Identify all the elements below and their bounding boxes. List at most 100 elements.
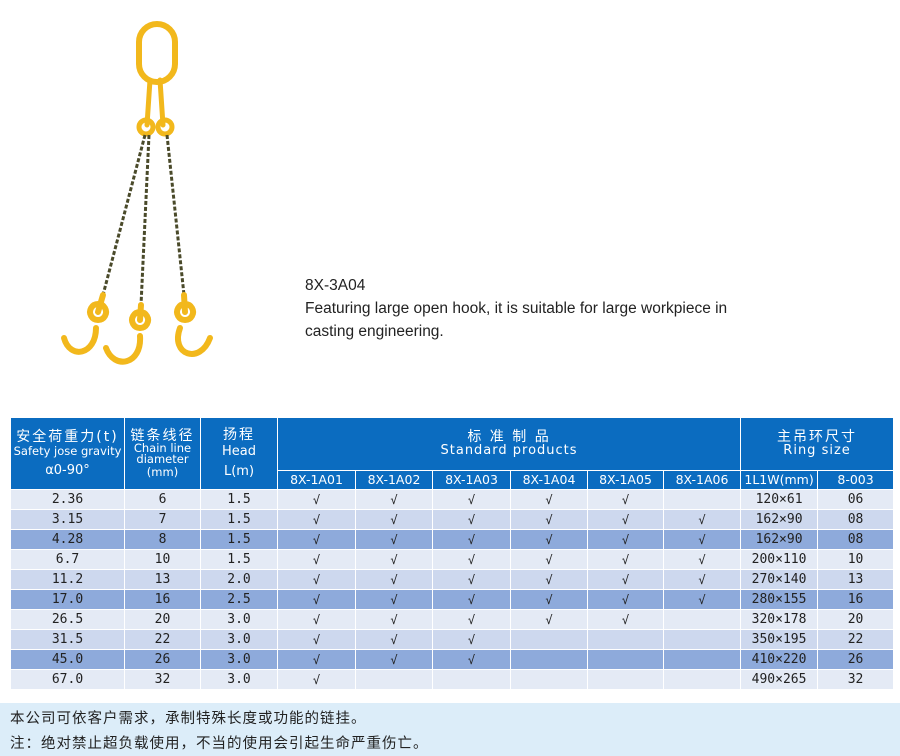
link-right xyxy=(157,77,166,128)
check-cell: √ xyxy=(432,569,511,590)
table-row: 11.2 13 2.0 √ √ √ √ √ √ 270×140 13 xyxy=(10,569,895,590)
ring-dim-cell: 120×61 xyxy=(740,489,819,510)
header-model: 8X-1A06 xyxy=(662,470,742,490)
chain-cell: 16 xyxy=(124,589,201,610)
hook-left xyxy=(61,292,109,355)
header-standard-products: 标 准 制 品 Standard products xyxy=(276,417,742,471)
check-cell: √ xyxy=(277,489,356,510)
check-cell: √ xyxy=(587,589,664,610)
check-cell: √ xyxy=(277,649,356,670)
product-description: 8X-3A04 Featuring large open hook, it is… xyxy=(305,274,755,343)
table-row: 26.5 20 3.0 √ √ √ √ √ 320×178 20 xyxy=(10,609,895,630)
check-cell: √ xyxy=(277,529,356,550)
header-head: 扬程 Head L(m) xyxy=(200,417,278,490)
check-cell: √ xyxy=(432,489,511,510)
ring-dim-cell: 162×90 xyxy=(740,509,819,530)
ring-dim-cell: 350×195 xyxy=(740,629,819,650)
model-number: 8X-3A04 xyxy=(305,277,366,294)
chain-cell: 32 xyxy=(124,669,201,690)
header-model: 8X-1A02 xyxy=(355,470,433,490)
check-cell: √ xyxy=(432,629,511,650)
check-cell: √ xyxy=(277,549,356,570)
table-row: 31.5 22 3.0 √ √ √ 350×195 22 xyxy=(10,629,895,650)
check-cell: √ xyxy=(662,529,742,550)
ring-dim-cell: 410×220 xyxy=(740,649,819,670)
check-cell: √ xyxy=(510,569,588,590)
ring-code-cell: 16 xyxy=(817,589,895,610)
ring-code-cell: 08 xyxy=(817,529,895,550)
check-cell: √ xyxy=(355,529,433,550)
check-cell xyxy=(587,629,664,650)
ring-code-cell: 06 xyxy=(817,489,895,510)
ring-dim-cell: 490×265 xyxy=(740,669,819,690)
head-cell: 3.0 xyxy=(200,629,278,650)
footer-line-2: 注：绝对禁止超负载使用，不当的使用会引起生命严重伤亡。 xyxy=(10,736,429,752)
check-cell: √ xyxy=(432,609,511,630)
hook-middle xyxy=(103,302,151,365)
ring-dim-cell: 162×90 xyxy=(740,529,819,550)
check-cell: √ xyxy=(510,589,588,610)
check-cell: √ xyxy=(587,529,664,550)
table-row: 6.7 10 1.5 √ √ √ √ √ √ 200×110 10 xyxy=(10,549,895,570)
header-model: 8X-1A04 xyxy=(510,470,588,490)
ring-code-cell: 20 xyxy=(817,609,895,630)
header-ring-code: 8-003 xyxy=(817,470,895,490)
chain-cell: 7 xyxy=(124,509,201,530)
check-cell xyxy=(662,609,742,630)
check-cell: √ xyxy=(662,549,742,570)
check-cell: √ xyxy=(510,509,588,530)
load-cell: 31.5 xyxy=(10,629,125,650)
check-cell xyxy=(662,629,742,650)
check-cell: √ xyxy=(355,589,433,610)
header-chain: 链条线径 Chain line diameter (mm) xyxy=(124,417,201,490)
check-cell: √ xyxy=(355,549,433,570)
check-cell xyxy=(587,649,664,670)
ring-code-cell: 13 xyxy=(817,569,895,590)
header-model: 8X-1A05 xyxy=(587,470,664,490)
chain-cell: 22 xyxy=(124,629,201,650)
check-cell: √ xyxy=(510,609,588,630)
check-cell xyxy=(432,669,511,690)
load-cell: 17.0 xyxy=(10,589,125,610)
check-cell: √ xyxy=(587,609,664,630)
check-cell: √ xyxy=(432,649,511,670)
description-text: Featuring large open hook, it is suitabl… xyxy=(305,300,728,340)
check-cell: √ xyxy=(587,549,664,570)
check-cell xyxy=(355,669,433,690)
footer-notes: 本公司可依客户需求，承制特殊长度或功能的链挂。 注：绝对禁止超负载使用，不当的使… xyxy=(0,703,900,756)
hook-right xyxy=(174,292,213,357)
ring-code-cell: 22 xyxy=(817,629,895,650)
ring-dim-cell: 200×110 xyxy=(740,549,819,570)
ring-code-cell: 08 xyxy=(817,509,895,530)
header-ring-size: 主吊环尺寸 Ring size xyxy=(740,417,895,471)
chain-cell: 10 xyxy=(124,549,201,570)
check-cell: √ xyxy=(662,569,742,590)
check-cell: √ xyxy=(587,509,664,530)
ring-dim-cell: 280×155 xyxy=(740,589,819,610)
check-cell: √ xyxy=(277,669,356,690)
check-cell: √ xyxy=(432,589,511,610)
check-cell: √ xyxy=(277,509,356,530)
table-row: 3.15 7 1.5 √ √ √ √ √ √ 162×90 08 xyxy=(10,509,895,530)
ring-dim-cell: 270×140 xyxy=(740,569,819,590)
header-ring-dim: 1L1W(mm) xyxy=(740,470,819,490)
check-cell xyxy=(510,649,588,670)
check-cell: √ xyxy=(432,509,511,530)
load-cell: 6.7 xyxy=(10,549,125,570)
load-cell: 2.36 xyxy=(10,489,125,510)
check-cell: √ xyxy=(662,589,742,610)
chain-middle xyxy=(139,134,151,306)
master-ring xyxy=(136,21,178,85)
check-cell: √ xyxy=(355,569,433,590)
check-cell xyxy=(587,669,664,690)
ring-dim-cell: 320×178 xyxy=(740,609,819,630)
head-cell: 3.0 xyxy=(200,609,278,630)
chain-cell: 20 xyxy=(124,609,201,630)
check-cell xyxy=(510,669,588,690)
head-cell: 3.0 xyxy=(200,649,278,670)
load-cell: 3.15 xyxy=(10,509,125,530)
spec-table: 安全荷重力(t) Safety jose gravity α0-90° 链条线径… xyxy=(10,417,895,690)
head-cell: 2.5 xyxy=(200,589,278,610)
check-cell: √ xyxy=(355,649,433,670)
header-model: 8X-1A01 xyxy=(277,470,356,490)
